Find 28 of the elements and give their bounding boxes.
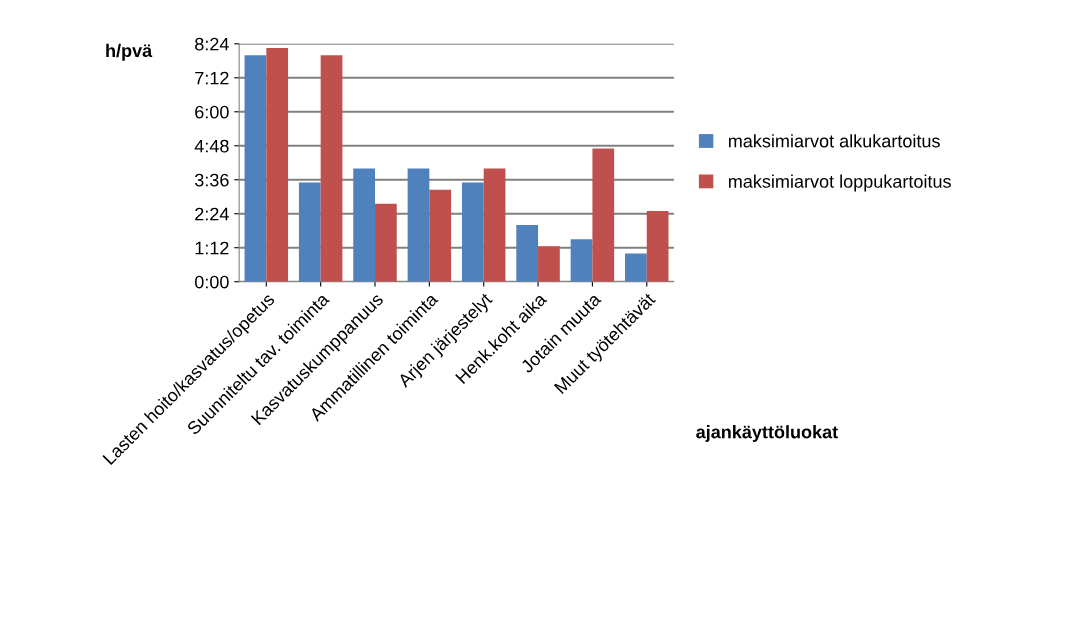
bar [516, 225, 539, 282]
bar [375, 203, 397, 282]
bar [298, 182, 321, 282]
bar [429, 189, 452, 282]
bar [570, 239, 593, 282]
y-tick-label: 3:36 [194, 173, 229, 187]
y-axis-title: h/pvä [106, 43, 153, 61]
bar [646, 210, 669, 282]
bar [461, 182, 484, 282]
bar [407, 168, 430, 282]
bar [592, 148, 615, 282]
legend-label: maksimiarvot alkukartoitus [728, 134, 940, 148]
bar [320, 55, 343, 282]
bar [538, 246, 560, 282]
y-tick-label: 6:00 [195, 105, 229, 119]
y-tick-label: 8:24 [195, 37, 229, 51]
x-axis-title: ajankäyttöluokat [696, 425, 838, 442]
bar [353, 168, 376, 282]
y-tick-label: 2:24 [195, 207, 229, 221]
y-tick-label: 0:00 [194, 275, 229, 289]
y-tick-label: 7:12 [195, 71, 229, 85]
bar [244, 55, 267, 282]
y-tick-label: 4:48 [194, 139, 229, 153]
bar [625, 253, 647, 282]
bar [266, 48, 289, 282]
y-tick-label: 1:12 [195, 241, 229, 255]
bar [483, 168, 506, 282]
legend-label: maksimiarvot loppukartoitus [728, 174, 951, 192]
